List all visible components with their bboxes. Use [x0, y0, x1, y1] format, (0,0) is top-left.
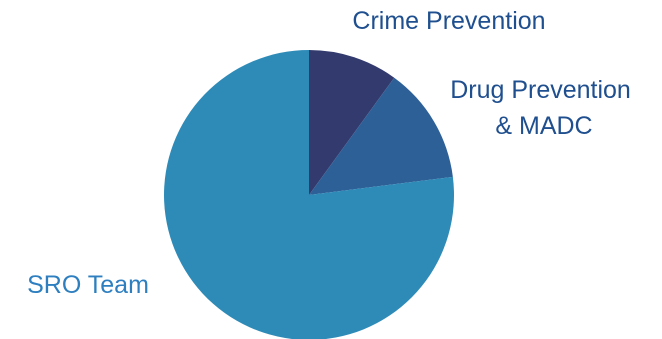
pie-slice-crime-prevention	[309, 50, 395, 195]
pie-slice-sro-team	[164, 50, 454, 339]
slice-label-crime-prevention: Crime Prevention	[352, 7, 545, 35]
pie-slice-drug-prevention-madc	[309, 77, 453, 195]
slice-label-drug-prevention-line-1: Drug Prevention	[450, 76, 631, 104]
slice-label-sro-team: SRO Team	[27, 271, 149, 299]
pie-slices	[164, 50, 454, 339]
slice-label-drug-prevention-madc: Drug Prevention & MADC	[450, 76, 638, 140]
slice-label-drug-prevention-line-2: & MADC	[495, 112, 592, 140]
